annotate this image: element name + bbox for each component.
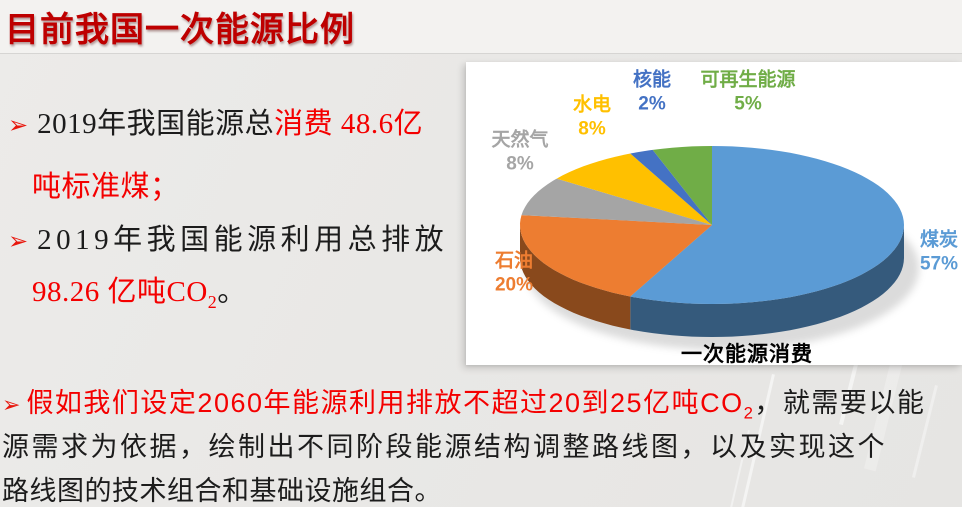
bullet-1-text-red: 消费 48.6亿	[274, 108, 424, 140]
paragraph-text-black: ，就需要以能	[754, 388, 926, 418]
pie-label-天然气: 天然气 8%	[491, 129, 549, 174]
chart-panel: 煤炭 57% 石油 20% 天然气 8% 水电 8% 核能 2% 可再生能源 5% 一次能源消费	[466, 62, 962, 366]
chart-caption: 一次能源消费	[681, 343, 813, 366]
bullet-1-text-red-2: 吨标准煤；	[32, 171, 180, 203]
pie-side-石油	[520, 225, 631, 330]
slide-title: 目前我国一次能源比例	[5, 11, 355, 49]
bullet-2-line-2: 98.26 亿吨CO2。	[8, 268, 247, 313]
bullet-arrow-icon: ➢	[8, 113, 29, 139]
bullet-2-period: 。	[217, 276, 247, 308]
paragraph-text-red: 假如我们设定2060年能源利用排放不超过20到25亿吨CO	[26, 388, 744, 418]
bullet-arrow-icon: ➢	[2, 392, 21, 417]
pie-label-可再生能源: 可再生能源 5%	[700, 69, 796, 114]
pie-slice-煤炭	[630, 146, 904, 304]
bullet-1-line-2: 吨标准煤；	[8, 163, 180, 205]
header-divider	[0, 53, 962, 54]
title-band	[0, 0, 962, 53]
paragraph-line-2: 源需求为依据，绘制出不同阶段能源结构调整路线图，以及实现这个	[2, 425, 887, 464]
pie-label-核能: 核能 2%	[632, 69, 672, 114]
pie-side-煤炭	[630, 225, 904, 337]
co2-subscript: 2	[207, 291, 218, 312]
bullet-1-text-black: 2019年我国能源总	[37, 108, 275, 140]
pie-label-石油: 石油 20%	[494, 250, 534, 295]
bullet-2-text-black: 2019年我国能源利用总排放	[37, 224, 449, 256]
pie-chart	[520, 146, 919, 350]
bullet-2-text-red: 98.26 亿吨CO	[32, 276, 208, 308]
bullet-2-line-1: ➢ 2019年我国能源利用总排放	[8, 216, 448, 258]
bullet-1-line-1: ➢ 2019年我国能源总消费 48.6亿	[8, 100, 423, 142]
bullet-arrow-icon: ➢	[8, 229, 29, 255]
pie-slice-可再生能源	[652, 146, 712, 225]
pie-label-煤炭: 煤炭 57%	[919, 229, 959, 274]
pie-slice-天然气	[521, 178, 712, 225]
paragraph-line-1: ➢ 假如我们设定2060年能源利用排放不超过20到25亿吨CO2，就需要以能	[2, 381, 925, 423]
pie-slice-水电	[556, 153, 712, 225]
paragraph-text-black-3: 路线图的技术组合和基础设施组合。	[2, 476, 442, 506]
co2-subscript: 2	[743, 403, 755, 423]
paragraph-text-black-2: 源需求为依据，绘制出不同阶段能源结构调整路线图，以及实现这个	[2, 432, 887, 462]
pie-slice-核能	[630, 149, 712, 225]
pie-label-水电: 水电 8%	[572, 94, 612, 139]
pie-slice-石油	[520, 215, 712, 297]
paragraph-line-3: 路线图的技术组合和基础设施组合。	[2, 469, 442, 507]
